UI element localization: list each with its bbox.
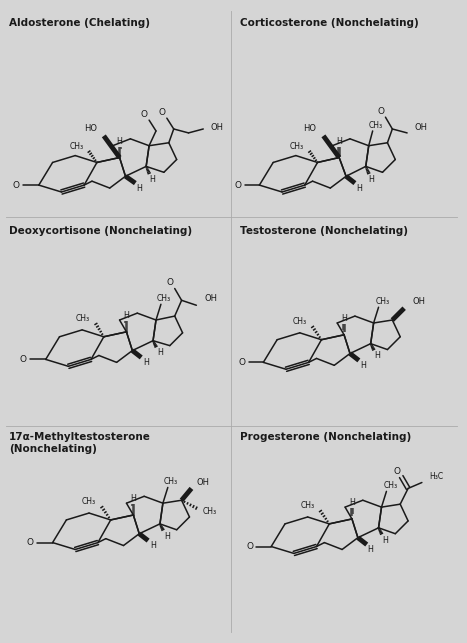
Text: O: O <box>13 181 20 190</box>
Text: OH: OH <box>412 297 425 306</box>
Text: H: H <box>356 183 362 192</box>
Text: HO: HO <box>84 125 97 134</box>
Text: H: H <box>349 498 355 507</box>
Text: H: H <box>369 175 375 184</box>
Text: H: H <box>336 137 342 146</box>
Text: CH₃: CH₃ <box>368 120 382 129</box>
Text: CH₃: CH₃ <box>76 314 90 323</box>
Text: H: H <box>375 351 381 360</box>
Text: O: O <box>377 107 384 116</box>
Text: H: H <box>368 545 374 554</box>
Text: HO: HO <box>304 125 317 134</box>
Text: H: H <box>157 348 163 357</box>
Text: CH₃: CH₃ <box>375 297 389 306</box>
Text: O: O <box>158 108 165 117</box>
Text: H: H <box>117 137 122 146</box>
Text: O: O <box>27 538 34 547</box>
Text: Deoxycortisone (Nonchelating): Deoxycortisone (Nonchelating) <box>9 226 192 237</box>
Text: OH: OH <box>210 123 223 132</box>
Text: H: H <box>382 536 389 545</box>
Text: OH: OH <box>197 478 209 487</box>
Text: Progesterone (Nonchelating): Progesterone (Nonchelating) <box>240 432 411 442</box>
Text: H: H <box>143 358 149 367</box>
Text: H: H <box>341 314 347 323</box>
Text: CH₃: CH₃ <box>383 481 397 490</box>
Text: O: O <box>246 542 253 551</box>
Text: H: H <box>149 175 155 184</box>
Text: OH: OH <box>204 294 217 303</box>
Text: O: O <box>166 278 173 287</box>
Text: H: H <box>360 361 366 370</box>
Text: CH₃: CH₃ <box>292 316 307 325</box>
Text: Corticosterone (Nonchelating): Corticosterone (Nonchelating) <box>240 18 418 28</box>
Text: CH₃: CH₃ <box>164 477 178 486</box>
Text: O: O <box>141 110 148 119</box>
Text: CH₃: CH₃ <box>202 507 216 516</box>
Text: CH₃: CH₃ <box>82 497 96 506</box>
Text: O: O <box>20 355 27 364</box>
Text: H: H <box>150 541 156 550</box>
Text: Testosterone (Nonchelating): Testosterone (Nonchelating) <box>240 226 408 237</box>
Text: H: H <box>136 183 142 192</box>
Text: CH₃: CH₃ <box>290 142 304 151</box>
Text: O: O <box>234 181 241 190</box>
Text: H₃C: H₃C <box>429 472 443 481</box>
Text: CH₃: CH₃ <box>157 294 171 303</box>
Text: H: H <box>130 494 136 503</box>
Text: O: O <box>238 358 245 367</box>
Text: O: O <box>394 467 401 476</box>
Text: H: H <box>123 311 129 320</box>
Text: 17α-Methyltestosterone
(Nonchelating): 17α-Methyltestosterone (Nonchelating) <box>9 432 151 454</box>
Text: OH: OH <box>414 123 427 132</box>
Text: H: H <box>164 532 170 541</box>
Text: Aldosterone (Chelating): Aldosterone (Chelating) <box>9 18 150 28</box>
Text: CH₃: CH₃ <box>300 501 315 510</box>
Text: CH₃: CH₃ <box>70 142 84 151</box>
